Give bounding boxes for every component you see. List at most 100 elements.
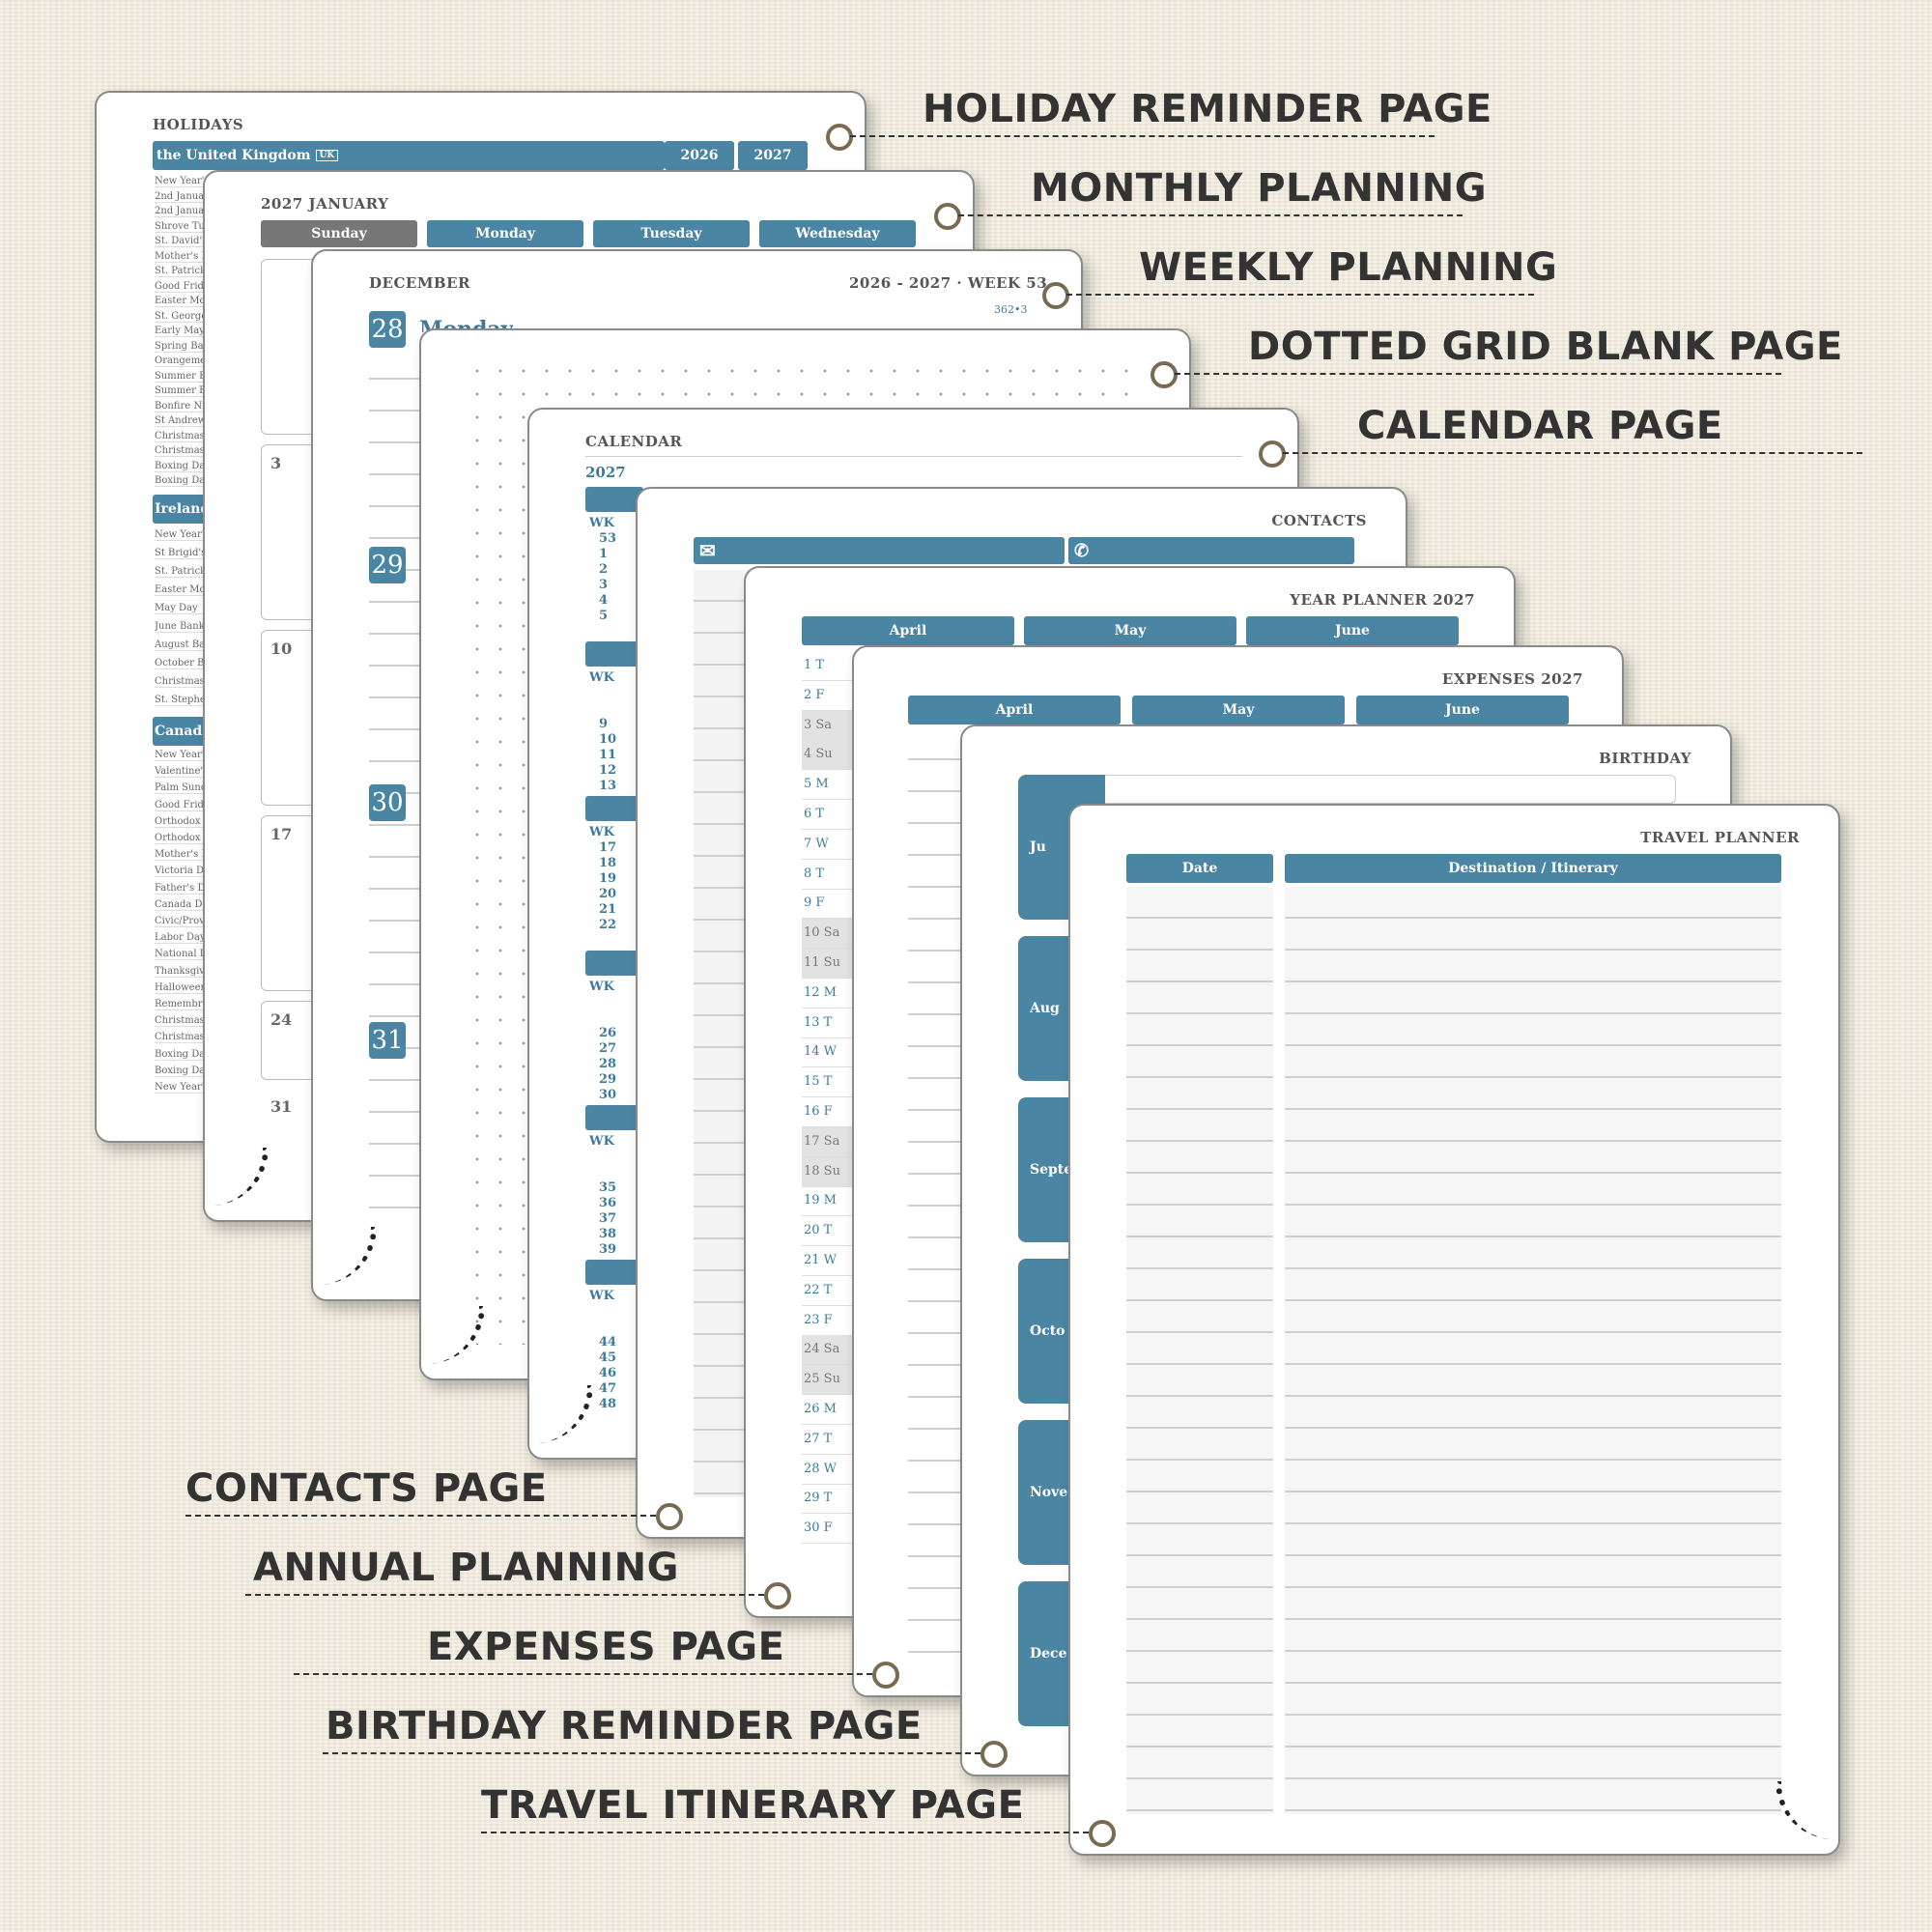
year-row: 9 F xyxy=(802,889,856,920)
year-row: 26 M xyxy=(802,1395,856,1425)
leader-travel xyxy=(481,1832,1089,1833)
sunday-header: Sunday xyxy=(261,220,417,247)
year-row: 4 Su xyxy=(802,740,856,771)
wk-label: WK xyxy=(589,516,614,530)
year-row: 10 Sa xyxy=(802,919,856,950)
week-sub: 362•3 xyxy=(994,303,1028,316)
holiday-row: Christmas xyxy=(155,676,213,688)
holiday-row: Halloween xyxy=(155,982,213,994)
label-holiday: HOLIDAY REMINDER PAGE xyxy=(923,87,1492,131)
may-header: May xyxy=(1132,696,1345,724)
day-24: 24 xyxy=(270,1010,293,1029)
date-lines xyxy=(1126,887,1273,1814)
week-number: 18 xyxy=(599,856,617,870)
binding-curl xyxy=(1776,1781,1838,1839)
year-row: 23 F xyxy=(802,1306,856,1336)
day-badge-29: 29 xyxy=(369,547,406,583)
canada-header: Canada xyxy=(153,717,213,746)
year-row: 14 W xyxy=(802,1037,856,1068)
year-row: 25 Su xyxy=(802,1365,856,1396)
week-number: 17 xyxy=(599,840,617,855)
year-row: 19 M xyxy=(802,1186,856,1217)
month-bar xyxy=(585,487,643,512)
year-row: 22 T xyxy=(802,1276,856,1306)
birthday-title: BIRTHDAY xyxy=(1599,750,1691,767)
label-calendar: CALENDAR PAGE xyxy=(1357,404,1723,448)
holiday-row: Labor Day xyxy=(155,932,213,945)
holiday-row: Christmas xyxy=(155,445,213,457)
year-row: 15 T xyxy=(802,1067,856,1098)
holiday-row: Easter Mon xyxy=(155,584,213,596)
label-dotted: DOTTED GRID BLANK PAGE xyxy=(1248,325,1843,369)
week-number: 44 xyxy=(599,1335,617,1350)
holiday-row: Bonfire Nig xyxy=(155,400,213,412)
week-number: 45 xyxy=(599,1350,617,1365)
month-bar xyxy=(585,1105,643,1130)
wk-label: WK xyxy=(589,980,614,994)
holiday-row: St Brigid's xyxy=(155,548,213,559)
holiday-row: Easter Mon xyxy=(155,296,213,307)
birthday-header-line xyxy=(1105,775,1676,804)
leader-weekly xyxy=(1066,294,1534,296)
calendar-title: CALENDAR xyxy=(585,433,683,450)
holiday-row: Thanksgivi xyxy=(155,966,213,978)
expenses-title: EXPENSES 2027 xyxy=(1441,670,1583,688)
wk-label: WK xyxy=(589,670,614,685)
holiday-row: May Day xyxy=(155,603,213,614)
leader-monthly xyxy=(958,214,1463,216)
holiday-row: Summer Ba xyxy=(155,385,213,397)
monday-header: Monday xyxy=(427,220,583,247)
holiday-row: St. Patrick's xyxy=(155,266,213,277)
holiday-row: June Bank xyxy=(155,621,213,633)
week-number: 37 xyxy=(599,1211,617,1226)
uk-label: the United Kingdom xyxy=(156,148,311,163)
dotted-ring xyxy=(1151,361,1178,388)
week-number: 3 xyxy=(599,578,609,592)
june-header: June xyxy=(1246,616,1459,645)
day-31: 31 xyxy=(270,1097,293,1116)
holiday-row: Mother's D xyxy=(155,849,213,862)
year-row: 1 T xyxy=(802,651,856,681)
leader-calendar xyxy=(1283,452,1862,454)
holiday-row: Orthodox E xyxy=(155,833,213,844)
may-header: May xyxy=(1024,616,1236,645)
holiday-row: St. Stephen xyxy=(155,695,213,706)
holiday-row: Boxing Day xyxy=(155,1049,213,1061)
tuesday-header: Tuesday xyxy=(593,220,750,247)
travel-page: TRAVEL PLANNER Date Destination / Itiner… xyxy=(1068,804,1840,1856)
week-number: 53 xyxy=(599,531,617,546)
day-badge-31: 31 xyxy=(369,1022,406,1059)
label-annual: ANNUAL PLANNING xyxy=(253,1546,679,1590)
holiday-row: Boxing Day xyxy=(155,475,213,487)
ireland-header: Ireland xyxy=(153,495,213,524)
year-row: 7 W xyxy=(802,830,856,860)
holiday-row: St Andrew xyxy=(155,415,213,427)
year-row: 28 W xyxy=(802,1455,856,1485)
binding-curl xyxy=(421,1306,485,1364)
uk-header: the United Kingdom UK xyxy=(153,141,665,170)
holiday-row: St. Patrick xyxy=(155,566,213,578)
april-header: April xyxy=(908,696,1121,724)
year-row: 5 M xyxy=(802,770,856,801)
year-row: 8 T xyxy=(802,860,856,890)
holiday-row: Spring Ban xyxy=(155,341,213,353)
week-number: 26 xyxy=(599,1026,617,1040)
day-badge-30: 30 xyxy=(369,784,406,821)
week-number: 10 xyxy=(599,732,617,747)
holiday-row: Orangemen xyxy=(155,355,213,367)
holiday-row: Father's Da xyxy=(155,882,213,895)
leader-holiday xyxy=(850,135,1435,137)
wednesday-header: Wednesday xyxy=(759,220,916,247)
travel-ring xyxy=(1089,1820,1116,1847)
year-row: 13 T xyxy=(802,1009,856,1038)
binding-curl xyxy=(313,1227,377,1285)
year-ring xyxy=(764,1582,791,1609)
year-row: 18 Su xyxy=(802,1156,856,1187)
week-label: 2026 - 2027 · WEEK 53 xyxy=(849,274,1048,292)
holiday-row: Good Frida xyxy=(155,281,213,293)
day-badge-28: 28 xyxy=(369,311,406,348)
col-2026: 2026 xyxy=(665,141,734,170)
month-bar xyxy=(585,951,643,976)
holiday-row: St. David's xyxy=(155,236,213,247)
col-2027: 2027 xyxy=(738,141,808,170)
